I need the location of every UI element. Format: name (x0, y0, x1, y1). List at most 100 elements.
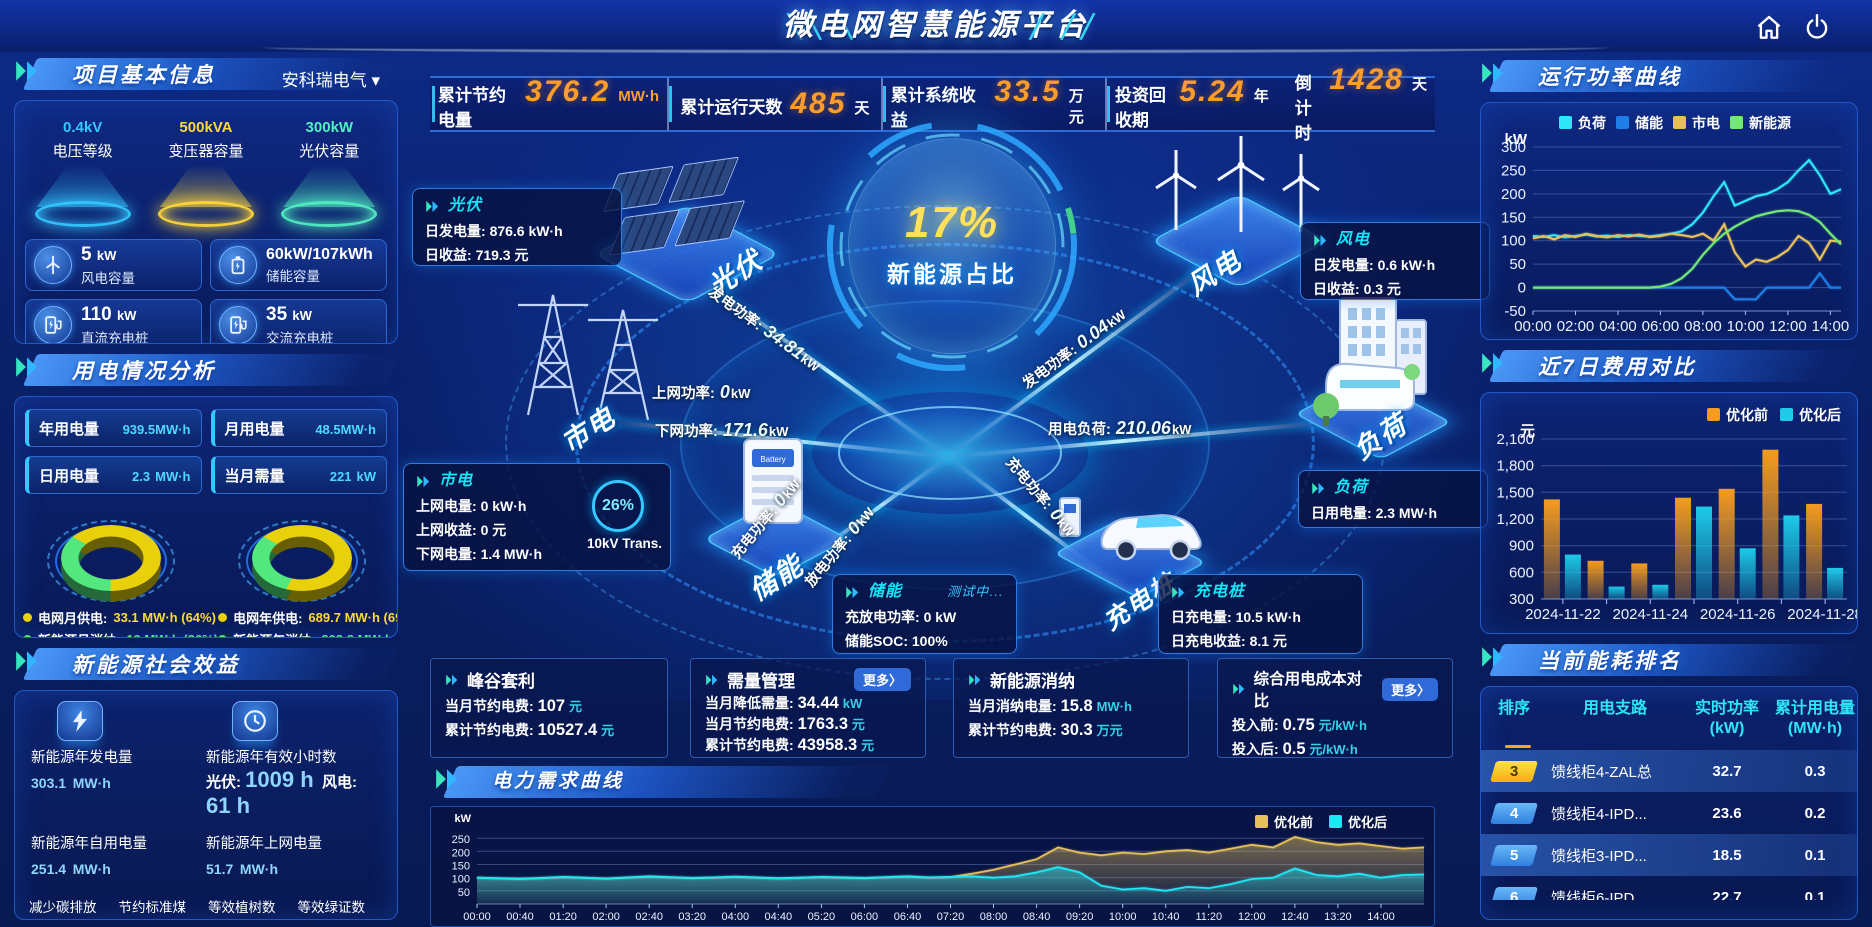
wind-turbines-illustration (1155, 136, 1320, 232)
panel-corner-icon (16, 357, 37, 377)
svg-text:元: 元 (1520, 423, 1535, 440)
demand-curve-legend: 优化前 优化后 (1255, 812, 1387, 831)
svg-text:150: 150 (1501, 209, 1526, 226)
panel-title: 新能源社会效益 (72, 654, 240, 677)
panel-title: 当前能耗排名 (1538, 650, 1682, 673)
panel-peak-valley-arbitrage: 峰谷套利 当月节约电费: 107 元 累计节约电费: 10527.4 元 (430, 658, 668, 758)
stat-ac-charger: 35 kW 交流充电桩 (210, 299, 387, 343)
renewable-share-sphere: 17% 新能源占比 (848, 138, 1056, 354)
svg-text:06:00: 06:00 (851, 911, 879, 923)
svg-text:1,800: 1,800 (1496, 458, 1534, 475)
svg-text:900: 900 (1509, 538, 1534, 555)
panel-cost-bars: 近7日费用对比 优化前 优化后 2,100 1,800 1,500 1,200 900 6… (1476, 348, 1862, 634)
svg-text:Battery: Battery (760, 455, 785, 464)
svg-text:1,200: 1,200 (1496, 511, 1534, 528)
status-badge: 测试中... (946, 584, 1007, 599)
stat-month-usage: 月用电量 48.5MW·h (210, 409, 387, 447)
svg-text:08:00: 08:00 (980, 911, 1008, 923)
more-button[interactable]: 更多〉 (853, 668, 911, 691)
svg-text:02:00: 02:00 (592, 911, 620, 923)
company-dropdown[interactable]: 安科瑞电气 ▾ (281, 71, 380, 90)
panel-social-benefits: 新能源社会效益 新能源年发电量 303.1 MW·h 新能源年有效小时数 光伏:… (10, 646, 402, 920)
panel-title: 用电情况分析 (72, 360, 216, 383)
home-icon[interactable] (1754, 12, 1784, 42)
stat-co2-reduction: 减少碳排放176.1t (29, 900, 97, 915)
capacity-stats: 5 kW 风电容量 60kW/107kWh 储能容量 110 kW 直流充电桩 35 … (15, 227, 397, 343)
renewable-share-value: 17% (904, 198, 1000, 247)
hub-arc-ring (827, 121, 1077, 371)
svg-text:01:20: 01:20 (549, 911, 577, 923)
stat-grid-export: 新能源年上网电量 51.7 MW·h (206, 836, 322, 877)
infobox-load: 负荷 日用电量: 2.3 MW·h (1298, 470, 1488, 528)
svg-text:14:00: 14:00 (1367, 911, 1395, 923)
infobox-storage: 储能 测试中... 充放电功率: 0 kW 储能SOC: 100% (832, 574, 1017, 654)
svg-text:12:40: 12:40 (1281, 911, 1309, 923)
svg-text:2024-11-24: 2024-11-24 (1612, 606, 1688, 623)
svg-text:14:00: 14:00 (1812, 318, 1850, 335)
svg-text:08:00: 08:00 (1684, 318, 1722, 335)
svg-text:300: 300 (1509, 591, 1534, 608)
more-button[interactable]: 更多〉 (1382, 677, 1438, 701)
svg-text:-50: -50 (1504, 303, 1526, 320)
infobox-pv: 光伏 日发电量: 876.6 kW·h 日收益: 719.3 元 (412, 188, 622, 266)
stat-annual-generation: 新能源年发电量 303.1 MW·h (31, 697, 206, 821)
solar-panels-illustration (602, 156, 746, 256)
panel-corner-icon (1482, 63, 1503, 83)
page-title: 微电网智慧能源平台 (783, 9, 1089, 42)
charger-icon (34, 306, 72, 343)
svg-text:300: 300 (1501, 139, 1526, 156)
ranking-table-rows: 3 馈线柜4-ZAL总 32.7 0.3 4 馈线柜4-IPD... 23.6 … (1481, 750, 1857, 900)
svg-text:kW: kW (455, 813, 472, 825)
panel-demand-curve-header: 电力需求曲线 (430, 764, 1435, 804)
svg-text:2024-11-28: 2024-11-28 (1787, 606, 1858, 623)
usage-stats: 年用电量 939.5MW·h 月用电量 48.5MW·h 日用电量 2.3 MW·h … (15, 397, 397, 498)
panel-corner-icon (1482, 647, 1503, 667)
panel-energy-ranking: 当前能耗排名 排序 用电支路 实时功率 (kW) 累计用电量 (MW·h) 3 馈线… (1476, 642, 1862, 920)
panel-power-curve: 运行功率曲线 负荷 储能 市电 新能源 300 250 200 150 100 50 0 -5… (1476, 58, 1862, 340)
svg-text:02:00: 02:00 (1557, 318, 1595, 335)
svg-text:kW: kW (1505, 131, 1528, 148)
svg-text:00:00: 00:00 (1514, 318, 1552, 335)
rank-badge: 6 (1489, 886, 1539, 900)
stat-effective-hours: 新能源年有效小时数 光伏: 1009 h 风电: 61 h (206, 697, 381, 821)
panel-corner-icon (436, 769, 457, 789)
svg-text:02:40: 02:40 (635, 911, 663, 923)
rank-badge: 3 (1489, 760, 1539, 782)
svg-text:2,100: 2,100 (1496, 431, 1534, 448)
kpi-energy-saved: 累计节约电量 376.2 MW·h (430, 77, 667, 130)
stat-self-consumption: 新能源年自用电量 251.4 MW·h (31, 836, 147, 877)
infobox-pile: 充电桩 日充电量: 10.5 kW·h 日充电收益: 8.1 元 (1158, 574, 1363, 654)
infobox-wind: 风电 日发电量: 0.6 kW·h 日收益: 0.3 元 (1300, 222, 1490, 300)
panel-usage-analysis: 用电情况分析 年用电量 939.5MW·h 月用电量 48.5MW·h 日用电量 2.… (10, 352, 402, 638)
table-row: 3 馈线柜4-ZAL总 32.7 0.3 (1481, 750, 1857, 792)
svg-text:05:20: 05:20 (808, 911, 836, 923)
panel-project-info: 项目基本信息 安科瑞电气 ▾ 0.4kV 电压等级 500kVA 变压器容量 3… (10, 56, 402, 344)
svg-text:200: 200 (452, 847, 470, 859)
svg-text:10:00: 10:00 (1109, 911, 1137, 923)
flow-load-power: 用电负荷: 210.06kW (1048, 418, 1192, 438)
power-icon[interactable] (1802, 12, 1832, 42)
transmission-towers-illustration (518, 294, 658, 421)
donut-year-mix (232, 504, 372, 606)
charger-icon (219, 306, 257, 343)
svg-text:12:00: 12:00 (1769, 318, 1807, 335)
rank-badge: 5 (1489, 844, 1539, 866)
power-curve-legend: 负荷 储能 市电 新能源 (1559, 113, 1791, 133)
panel-title: 项目基本信息 (72, 64, 216, 87)
svg-text:07:20: 07:20 (937, 911, 965, 923)
svg-text:600: 600 (1509, 564, 1534, 581)
stat-storage-capacity: 60kW/107kWh 储能容量 (210, 239, 387, 291)
svg-text:200: 200 (1501, 186, 1526, 203)
node-wind: 风电 (1128, 120, 1358, 301)
hub-platform (812, 392, 1088, 514)
kpi-bar: 累计节约电量 376.2 MW·h 累计运行天数 485 天 累计系统收益 33.5 万元 … (430, 64, 1435, 143)
stat-year-usage: 年用电量 939.5MW·h (25, 409, 202, 447)
stat-green-certs: 等效绿证数303张 (297, 900, 366, 915)
kpi-system-revenue: 累计系统收益 33.5 万元 (880, 77, 1105, 130)
svg-text:00:00: 00:00 (463, 911, 491, 923)
svg-text:04:00: 04:00 (1599, 318, 1637, 335)
table-row: 5 馈线柜3-IPD... 18.5 0.1 (1481, 834, 1857, 876)
donut-legend: 电网月供电: 33.1 MW·h (64%) 电网年供电: 689.7 MW·h (… (15, 606, 397, 637)
panel-title: 运行功率曲线 (1538, 66, 1682, 89)
